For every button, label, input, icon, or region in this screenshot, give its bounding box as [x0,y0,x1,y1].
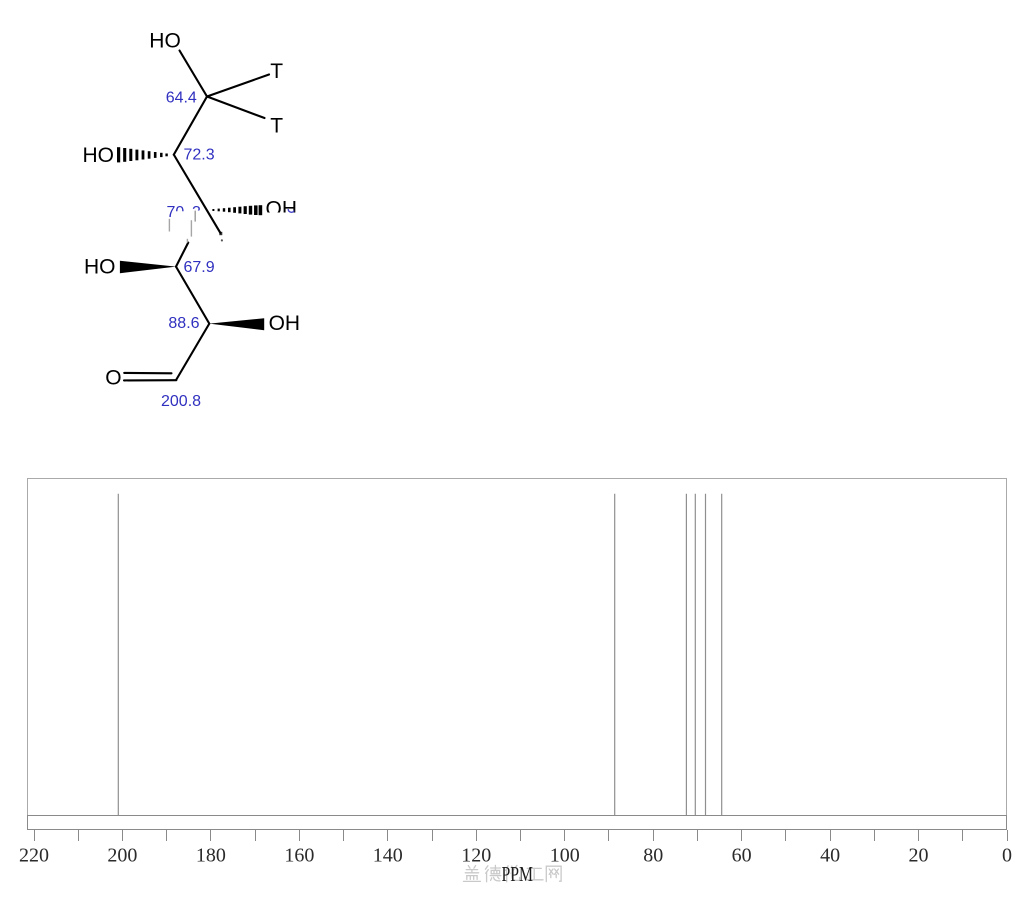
svg-text:HO: HO [149,29,181,52]
svg-text:200: 200 [107,845,137,867]
svg-text:T: T [270,60,283,83]
svg-text:3: 3 [192,204,201,221]
svg-text:180: 180 [196,845,226,867]
svg-text:HO: HO [83,144,115,167]
svg-text:20: 20 [909,845,929,867]
svg-text:T: T [270,115,283,138]
svg-text:HO: HO [84,256,116,279]
svg-text:40: 40 [820,845,840,867]
svg-text:60: 60 [732,845,752,867]
svg-text:PPM: PPM [502,863,533,886]
svg-text:160: 160 [284,845,314,867]
svg-text:OH: OH [266,198,298,221]
svg-text:100: 100 [550,845,580,867]
svg-text:120: 120 [461,845,491,867]
svg-text:67.9: 67.9 [184,259,215,276]
svg-text:64.4: 64.4 [166,90,197,107]
svg-text:200.8: 200.8 [161,393,201,410]
svg-text:0: 0 [175,204,184,221]
svg-text:OH: OH [269,312,301,335]
svg-text:72.3: 72.3 [184,146,215,163]
svg-text:220: 220 [19,845,49,867]
svg-text:7: 7 [167,204,176,221]
svg-text:140: 140 [373,845,403,867]
svg-text:O: O [105,366,121,389]
svg-text:88.6: 88.6 [168,315,199,332]
svg-text:0: 0 [1002,845,1012,867]
svg-text:80: 80 [643,845,663,867]
